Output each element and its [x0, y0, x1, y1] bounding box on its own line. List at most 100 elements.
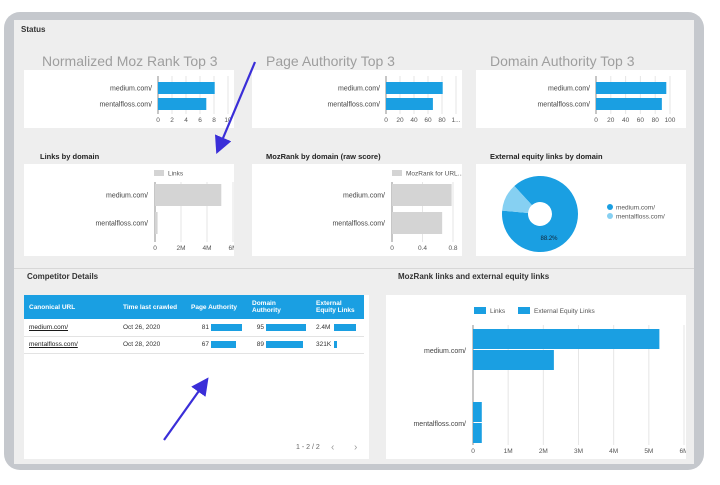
tick-label: 4	[184, 117, 188, 124]
tick-label: 0	[471, 448, 475, 455]
mozrank-raw-panel: 0 0.4 0.8 medium.com/mentalfloss.com/MozRan…	[252, 164, 463, 256]
domain-authority-chart: 0 20 40 60 80 100 medium.com/mentalfloss.com/	[537, 76, 676, 124]
tick-label: 20	[607, 117, 615, 124]
bar	[596, 82, 667, 94]
domain-authority-panel: 0 20 40 60 80 100 medium.com/mentalfloss.com/	[476, 70, 686, 128]
tick-label: 80	[438, 117, 446, 124]
legend-dot	[607, 204, 613, 210]
tick-label: 40	[410, 117, 418, 124]
bar	[158, 98, 207, 110]
eel-value: 2.4M	[316, 323, 331, 331]
pie-slice	[502, 176, 578, 252]
da-bar	[266, 323, 306, 331]
bar	[473, 350, 554, 370]
legend-swatch	[474, 307, 486, 314]
url-link[interactable]: medium.com/	[29, 323, 69, 331]
pa-cell: 67	[186, 336, 247, 354]
mozrank-links-title: MozRank links and external equity links	[398, 272, 550, 281]
col-external-equity-links[interactable]: External Equity Links	[311, 295, 364, 319]
category-label: medium.com/	[343, 193, 385, 200]
chevron-right-icon[interactable]: ›	[354, 442, 358, 453]
tick-label: 4M	[202, 245, 211, 252]
mozrank-raw-chart: 0 0.4 0.8 medium.com/mentalfloss.com/MozRan…	[332, 170, 463, 252]
eel-cell: 2.4M	[311, 319, 364, 337]
tick-label: 80	[652, 117, 660, 124]
external-equity-panel: 88.2% medium.com/mentalfloss.com/	[476, 164, 686, 256]
bar	[392, 184, 452, 206]
category-label: medium.com/	[338, 86, 380, 93]
da-cell: 89	[247, 336, 311, 354]
bar	[473, 329, 660, 349]
tick-label: 2M	[176, 245, 185, 252]
legend-swatch	[154, 170, 164, 176]
tick-label: 0	[153, 245, 157, 252]
bar	[392, 212, 443, 234]
mozrank-links-chart: 0 1M 2M 3M 4M 5M 6M Links External Equity Links m…	[413, 307, 689, 455]
pa-bar	[211, 323, 242, 331]
page-authority-title: Page Authority Top 3	[266, 53, 395, 69]
category-label: medium.com/	[106, 193, 148, 200]
category-label: mentalfloss.com/	[95, 221, 148, 228]
da-cell: 95	[247, 319, 311, 337]
table-row: medium.com/ Oct 26, 2020 81 95 2.4M	[24, 319, 364, 337]
tick-label: 1M	[504, 448, 513, 455]
tick-label: 0.8	[448, 245, 457, 252]
col-page-authority[interactable]: Page Authority	[186, 295, 247, 319]
tick-label: 3M	[574, 448, 583, 455]
competitor-details-panel: Canonical URL Time last crawled Page Aut…	[24, 295, 369, 459]
section-divider	[14, 268, 694, 269]
col-time-crawled[interactable]: Time last crawled	[118, 295, 186, 319]
table-row: mentalfloss.com/ Oct 28, 2020 67 89 321K	[24, 336, 364, 354]
mozrank-raw-title: MozRank by domain (raw score)	[266, 152, 381, 161]
bar	[473, 402, 482, 422]
tick-label: 6M	[679, 448, 686, 455]
dashboard: Status 0 2 4 6 8 10 medium.com/mentalfloss.com…	[14, 20, 694, 464]
crawled-cell: Oct 28, 2020	[118, 336, 186, 354]
bar	[155, 184, 222, 206]
pa-bar	[211, 340, 236, 348]
chevron-left-icon[interactable]: ‹	[331, 442, 335, 453]
tick-label: 40	[622, 117, 630, 124]
pa-value: 67	[201, 341, 209, 349]
external-equity-pie-chart: 88.2% medium.com/mentalfloss.com/	[502, 176, 665, 252]
tick-label: 6M	[228, 245, 234, 252]
legend-swatch	[392, 170, 402, 176]
legend-label: MozRank for URL...	[406, 171, 462, 178]
legend-label: medium.com/	[616, 205, 655, 212]
status-section-title: Status	[21, 25, 46, 34]
tick-label: 0	[156, 117, 160, 124]
tick-label: 0	[594, 117, 598, 124]
crawled-cell: Oct 26, 2020	[118, 319, 186, 337]
col-domain-authority[interactable]: Domain Authority	[247, 295, 311, 319]
tick-label: 4M	[609, 448, 618, 455]
col-canonical-url[interactable]: Canonical URL	[24, 295, 118, 319]
tick-label: 0	[384, 117, 388, 124]
links-by-domain-chart: 0 2M 4M 6M medium.com/mentalfloss.com/Links	[95, 170, 238, 252]
tick-label: 60	[424, 117, 432, 124]
tick-label: 2M	[539, 448, 548, 455]
tick-label: 60	[637, 117, 645, 124]
eel-value: 321K	[316, 341, 332, 349]
legend-label: External Equity Links	[534, 308, 595, 315]
category-label: medium.com/	[548, 86, 590, 93]
page-authority-panel: 0 20 40 60 80 1... medium.com/mentalfloss.com/	[252, 70, 462, 128]
links-by-domain-title: Links by domain	[40, 152, 100, 161]
tick-label: 8	[212, 117, 216, 124]
competitor-table: Canonical URL Time last crawled Page Aut…	[24, 295, 364, 354]
tick-label: 1...	[451, 117, 460, 124]
url-link[interactable]: mentalfloss.com/	[29, 341, 78, 348]
pagination-label: 1 - 2 / 2	[296, 444, 320, 451]
legend-label: mentalfloss.com/	[616, 214, 665, 221]
table-header-row: Canonical URL Time last crawled Page Aut…	[24, 295, 364, 319]
pa-value: 81	[201, 323, 209, 331]
category-label: mentalfloss.com/	[99, 102, 152, 109]
tick-label: 20	[396, 117, 404, 124]
tick-label: 2	[170, 117, 174, 124]
slice-label: 88.2%	[540, 236, 558, 242]
bar	[386, 82, 443, 94]
bar	[386, 98, 433, 110]
da-value: 95	[256, 323, 264, 331]
competitor-details-title: Competitor Details	[27, 272, 99, 281]
moz-rank-chart: 0 2 4 6 8 10 medium.com/mentalfloss.com/	[99, 76, 232, 124]
pa-cell: 81	[186, 319, 247, 337]
